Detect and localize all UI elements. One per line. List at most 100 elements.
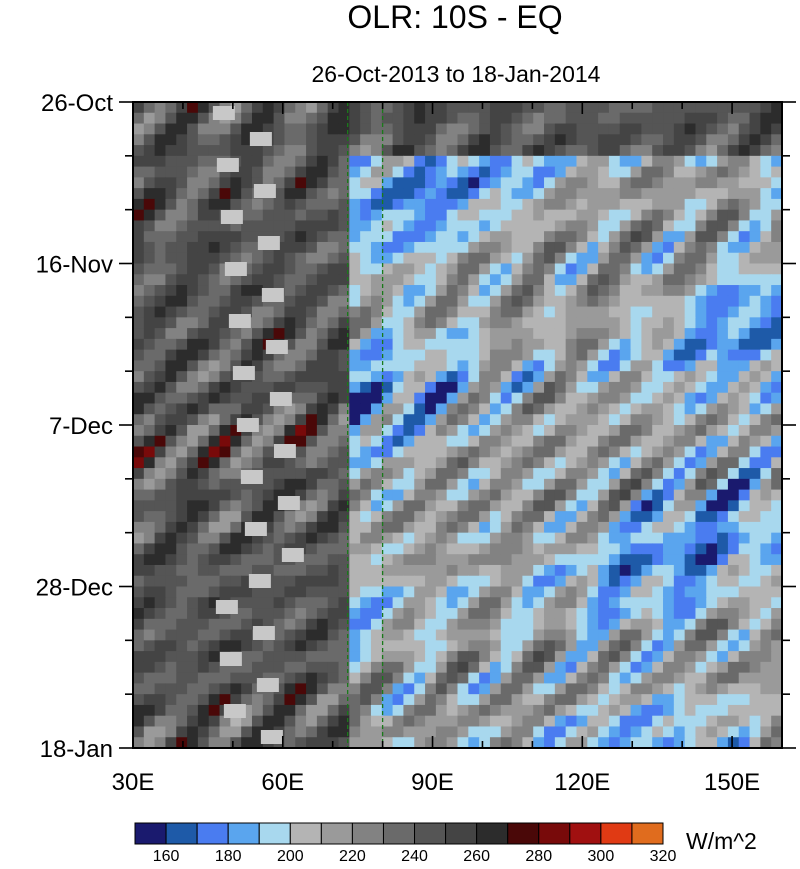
heatmap-cell — [673, 435, 686, 448]
heatmap-cell — [641, 392, 653, 405]
heatmap-cell — [425, 145, 437, 157]
heatmap-cell — [230, 123, 242, 135]
heatmap-cell — [727, 629, 740, 641]
heatmap-cell — [717, 371, 729, 383]
heatmap-cell — [370, 435, 383, 448]
heatmap-cell — [165, 285, 177, 297]
heatmap-cell — [338, 511, 350, 523]
heatmap-cell — [349, 651, 361, 663]
heatmap-cell — [587, 500, 599, 512]
heatmap-cell — [370, 317, 383, 329]
heatmap-cell — [522, 414, 534, 426]
heatmap-cell — [425, 468, 437, 480]
heatmap-cell — [717, 102, 729, 114]
heatmap-cell — [230, 252, 242, 265]
heatmap-cell — [511, 511, 523, 523]
heatmap-cell — [587, 220, 599, 232]
heatmap-cell — [414, 338, 426, 351]
heatmap-cell — [208, 209, 221, 222]
heatmap-cell — [522, 166, 534, 178]
heatmap-cell — [403, 726, 415, 738]
heatmap-cell — [598, 683, 610, 695]
heatmap-cell — [316, 435, 329, 448]
heatmap-cell — [673, 123, 686, 135]
heatmap-cell — [262, 371, 275, 383]
heatmap-cell — [425, 414, 437, 426]
heatmap-cell — [727, 198, 740, 211]
heatmap-cell — [749, 123, 761, 135]
heatmap-cell — [176, 672, 188, 684]
heatmap-cell — [219, 554, 231, 566]
heatmap-cell — [727, 112, 740, 125]
heatmap-cell — [446, 112, 459, 125]
heatmap-cell — [479, 285, 491, 297]
heatmap-cell — [533, 726, 545, 738]
heatmap-cell — [663, 468, 675, 480]
heatmap-cell — [468, 629, 480, 641]
heatmap-cell — [565, 177, 578, 189]
heatmap-cell — [143, 317, 156, 329]
heatmap-cell — [241, 403, 253, 415]
heatmap-cell — [349, 597, 361, 609]
heatmap-cell — [489, 597, 502, 609]
heatmap-cell — [511, 661, 523, 674]
heatmap-cell — [133, 511, 145, 523]
heatmap-cell — [306, 511, 318, 523]
heatmap-cell — [652, 425, 664, 437]
heatmap-cell — [727, 651, 740, 663]
heatmap-cell — [414, 295, 426, 308]
heatmap-cell — [630, 618, 642, 631]
heatmap-cell — [392, 575, 405, 588]
heatmap-cell — [619, 651, 632, 663]
heatmap-cell — [284, 608, 296, 620]
heatmap-cell — [749, 478, 761, 491]
heatmap-cell — [306, 694, 318, 706]
heatmap-cell — [219, 672, 231, 684]
heatmap-cell — [381, 489, 394, 501]
heatmap-cell — [760, 564, 772, 577]
heatmap-cell — [370, 155, 383, 168]
heatmap-cell — [619, 597, 632, 609]
heatmap-cell — [316, 704, 329, 717]
heatmap-cell — [349, 360, 361, 372]
heatmap-cell — [500, 554, 513, 566]
heatmap-cell — [554, 155, 567, 168]
heatmap-cell — [695, 371, 707, 383]
heatmap-cell — [381, 381, 394, 394]
heatmap-cell — [381, 521, 394, 534]
heatmap-cell — [717, 694, 729, 706]
heatmap-cell — [522, 285, 534, 297]
heatmap-cell — [176, 209, 188, 222]
heatmap-cell — [133, 586, 145, 598]
heatmap-cell — [241, 694, 253, 706]
heatmap-cell — [479, 532, 491, 545]
heatmap-cell — [295, 575, 307, 588]
heatmap-cell — [760, 694, 772, 706]
heatmap-cell — [381, 403, 394, 415]
heatmap-cell — [695, 511, 707, 523]
heatmap-cell — [673, 403, 686, 415]
heatmap-cell — [695, 392, 707, 405]
heatmap-cell — [565, 435, 578, 448]
heatmap-cell — [381, 532, 394, 545]
heatmap-cell — [489, 295, 502, 308]
heatmap-cell — [219, 231, 231, 243]
heatmap-cell — [262, 640, 275, 652]
heatmap-cell — [360, 145, 372, 157]
heatmap-cell — [544, 403, 556, 415]
heatmap-cell — [641, 737, 653, 749]
heatmap-cell — [717, 306, 729, 318]
heatmap-cell — [500, 425, 513, 437]
heatmap-cell — [360, 134, 372, 146]
heatmap-cell — [241, 618, 253, 631]
heatmap-cell — [446, 328, 459, 340]
heatmap-cell — [187, 511, 199, 523]
heatmap-cell — [425, 457, 437, 469]
heatmap-cell — [306, 446, 318, 458]
heatmap-cell — [760, 683, 772, 695]
heatmap-cell — [360, 231, 372, 243]
heatmap-cell — [360, 608, 372, 620]
heatmap-cell — [489, 672, 502, 684]
heatmap-cell — [522, 188, 534, 200]
heatmap-cell — [511, 381, 523, 394]
